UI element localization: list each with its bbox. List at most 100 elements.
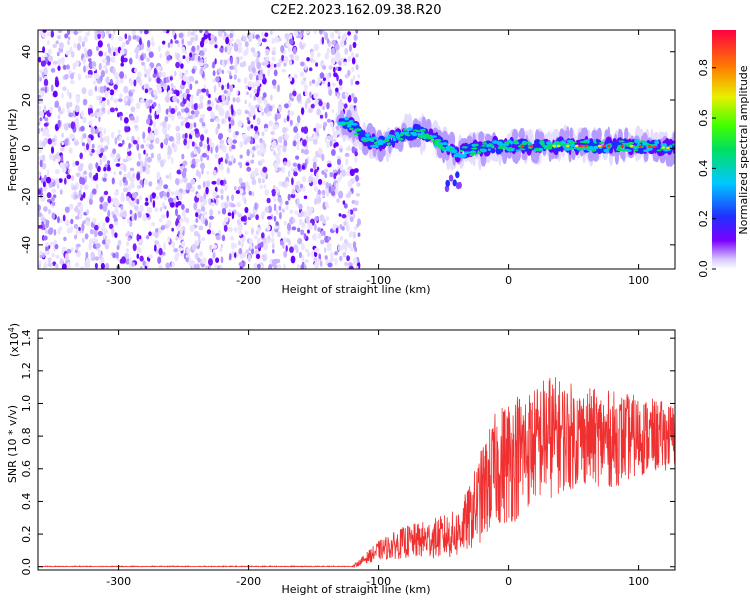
colorbar-ticks: 0.00.20.40.60.8 <box>697 59 716 278</box>
noise-speckle <box>75 172 81 178</box>
noise-speckle <box>64 253 69 261</box>
noise-speckle <box>221 234 226 242</box>
signal-blob <box>520 143 527 146</box>
colorbar-tick-label: 0.2 <box>697 210 710 228</box>
noise-speckle <box>74 104 80 113</box>
noise-speckle <box>40 127 44 132</box>
noise-speckle <box>199 117 204 123</box>
signal-blob <box>496 148 504 153</box>
noise-speckle <box>283 263 286 269</box>
noise-speckle <box>187 115 193 120</box>
noise-speckle <box>308 67 313 72</box>
noise-speckle <box>193 202 198 211</box>
noise-speckle <box>142 260 146 266</box>
noise-speckle <box>326 47 330 54</box>
noise-speckle <box>254 167 259 174</box>
noise-speckle <box>57 65 61 71</box>
noise-speckle <box>327 81 331 87</box>
noise-speckle <box>219 47 224 53</box>
noise-speckle <box>302 139 307 147</box>
noise-speckle <box>64 33 69 39</box>
signal-blob <box>415 138 421 148</box>
x-tick-label: -200 <box>236 575 261 588</box>
noise-speckle <box>55 40 59 45</box>
signal-blob <box>365 138 370 141</box>
noise-speckle <box>174 70 177 77</box>
noise-speckle <box>352 207 358 212</box>
noise-speckle <box>268 264 273 269</box>
signal-hotspot <box>620 144 625 148</box>
noise-speckle <box>314 216 319 222</box>
noise-speckle <box>104 145 109 150</box>
signal-blob <box>476 151 481 155</box>
noise-speckle <box>314 247 320 253</box>
noise-speckle <box>115 205 119 211</box>
noise-speckle <box>194 110 200 116</box>
noise-speckle <box>94 224 99 231</box>
noise-speckle <box>328 88 333 97</box>
noise-speckle <box>307 229 310 234</box>
noise-speckle <box>204 56 208 63</box>
noise-speckle <box>117 98 123 103</box>
noise-speckle <box>113 98 118 104</box>
noise-speckle <box>111 227 115 236</box>
noise-speckle <box>249 238 253 244</box>
noise-speckle <box>52 60 58 65</box>
noise-speckle <box>347 55 352 62</box>
noise-speckle <box>62 64 67 70</box>
noise-speckle <box>199 30 203 33</box>
noise-speckle <box>154 244 157 252</box>
noise-speckle <box>340 39 345 48</box>
noise-speckle <box>238 247 243 255</box>
noise-speckle <box>265 48 270 56</box>
noise-speckle <box>244 99 247 105</box>
noise-speckle <box>61 108 65 114</box>
noise-speckle <box>143 149 146 155</box>
noise-speckle <box>212 190 218 198</box>
signal-blob <box>624 127 629 141</box>
noise-speckle <box>288 46 291 53</box>
noise-speckle <box>289 246 294 253</box>
noise-speckle <box>239 141 244 148</box>
noise-speckle <box>249 93 253 99</box>
noise-speckle <box>238 262 244 267</box>
noise-speckle <box>350 78 354 86</box>
noise-speckle <box>164 95 170 103</box>
noise-speckle <box>117 129 121 134</box>
noise-speckle <box>89 229 95 235</box>
noise-speckle <box>292 162 298 167</box>
noise-speckle <box>274 35 280 44</box>
noise-speckle <box>276 62 281 68</box>
noise-speckle <box>93 65 96 72</box>
noise-speckle <box>202 198 208 206</box>
noise-speckle <box>323 247 327 253</box>
noise-speckle <box>342 200 346 205</box>
noise-speckle <box>233 243 237 249</box>
noise-speckle <box>251 178 257 186</box>
noise-speckle <box>199 195 204 203</box>
noise-speckle <box>136 172 141 181</box>
noise-speckle <box>351 146 356 154</box>
signal-blob <box>541 143 545 147</box>
noise-speckle <box>237 46 243 54</box>
noise-speckle <box>226 58 230 64</box>
noise-speckle <box>256 237 261 244</box>
signal-blob <box>487 148 491 151</box>
noise-speckle <box>257 226 261 234</box>
noise-speckle <box>221 100 226 107</box>
signal-hotspot <box>556 144 561 148</box>
noise-speckle <box>43 206 48 212</box>
noise-speckle <box>43 235 48 241</box>
noise-speckle <box>146 136 152 142</box>
signal-blob <box>459 149 464 153</box>
noise-speckle <box>88 243 92 251</box>
signal-blob <box>492 140 499 144</box>
y-tick-label: 0.0 <box>20 558 33 576</box>
noise-speckle <box>191 45 196 52</box>
noise-speckle <box>304 63 307 71</box>
signal-blob <box>403 128 408 131</box>
noise-speckle <box>341 214 347 219</box>
noise-speckle <box>81 87 87 95</box>
noise-speckle <box>50 178 55 183</box>
noise-speckle <box>283 55 289 64</box>
